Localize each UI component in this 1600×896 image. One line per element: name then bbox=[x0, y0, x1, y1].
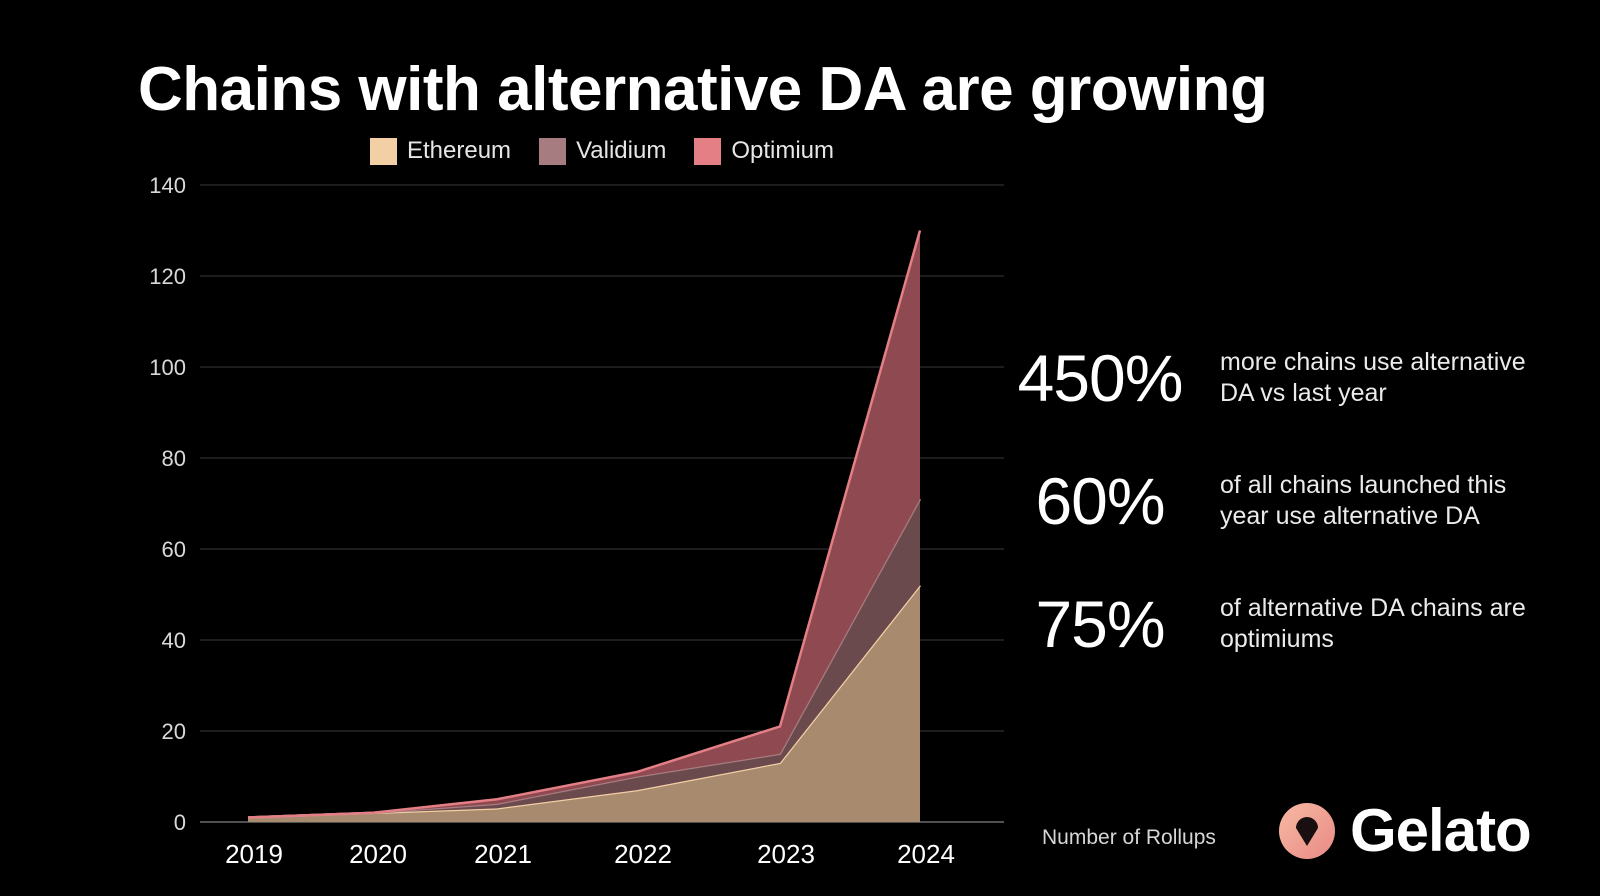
y-tick-label: 20 bbox=[162, 719, 186, 744]
legend-swatch-ethereum bbox=[370, 137, 397, 165]
area-ethereum bbox=[248, 585, 920, 822]
y-tick-label: 120 bbox=[149, 264, 186, 289]
legend-swatch-validium bbox=[539, 137, 567, 165]
gelato-logo-text: Gelato bbox=[1350, 797, 1532, 864]
x-tick-label: 2020 bbox=[349, 839, 407, 869]
stat-value: 60% bbox=[1035, 464, 1165, 538]
y-tick-label: 0 bbox=[174, 810, 186, 835]
x-axis-ticks: 2019 2020 2021 2022 2023 2024 bbox=[225, 839, 955, 869]
stat-launch-share: 60% of all chains launched this year use… bbox=[1000, 466, 1580, 536]
y-tick-label: 40 bbox=[162, 628, 186, 653]
legend-item-ethereum: Ethereum bbox=[370, 137, 511, 165]
stat-value: 75% bbox=[1035, 587, 1165, 661]
x-tick-label: 2023 bbox=[757, 839, 815, 869]
stat-description: of alternative DA chains are optimiums bbox=[1220, 594, 1526, 653]
legend-label-validium: Validium bbox=[576, 137, 667, 164]
x-tick-label: 2024 bbox=[897, 839, 955, 869]
y-axis-ticks: 0 20 40 60 80 100 120 140 bbox=[149, 173, 186, 835]
stat-value: 450% bbox=[1017, 341, 1184, 415]
stat-description: more chains use alternative DA vs last y… bbox=[1220, 348, 1526, 407]
line-optimium bbox=[247, 230, 922, 819]
axis-note: Number of Rollups bbox=[1042, 826, 1216, 849]
chart-legend: Ethereum Validium Optimium bbox=[370, 137, 834, 165]
stat-description: of all chains launched this year use alt… bbox=[1220, 471, 1507, 530]
x-tick-label: 2022 bbox=[614, 839, 672, 869]
y-tick-label: 140 bbox=[149, 173, 186, 198]
x-tick-label: 2019 bbox=[225, 839, 283, 869]
legend-item-optimium: Optimium bbox=[694, 137, 834, 165]
y-tick-label: 60 bbox=[162, 537, 186, 562]
y-tick-label: 100 bbox=[149, 355, 186, 380]
y-tick-label: 80 bbox=[162, 446, 186, 471]
stat-yoy-growth: 450% more chains use alternative DA vs l… bbox=[1000, 343, 1580, 413]
x-tick-label: 2021 bbox=[474, 839, 532, 869]
gelato-logo: Gelato bbox=[1278, 797, 1532, 864]
gelato-logo-icon bbox=[1279, 803, 1335, 859]
chart-areas bbox=[247, 230, 922, 822]
legend-label-optimium: Optimium bbox=[731, 137, 835, 164]
legend-item-validium: Validium bbox=[539, 137, 666, 165]
chart-title: Chains with alternative DA are growing bbox=[138, 55, 1268, 124]
legend-swatch-optimium bbox=[694, 137, 722, 165]
legend-label-ethereum: Ethereum bbox=[407, 137, 512, 164]
stat-optimium-share: 75% of alternative DA chains are optimiu… bbox=[1000, 589, 1580, 659]
